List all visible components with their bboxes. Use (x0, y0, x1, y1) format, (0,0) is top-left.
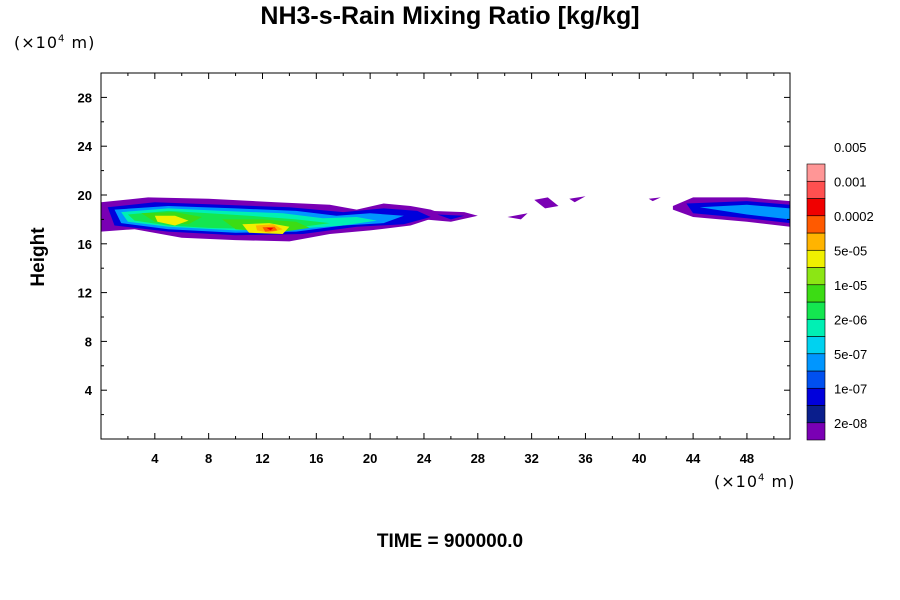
x-tick-label: 20 (363, 451, 377, 466)
colorbar-swatch-8 (806, 284, 826, 303)
contour-level-0-region-5 (648, 197, 661, 202)
y-axis-unit: (×104 m) (14, 33, 95, 52)
x-unit-suffix: m) (765, 472, 796, 491)
colorbar-swatch-3 (806, 370, 826, 389)
colorbar-swatch-0 (806, 422, 826, 441)
colorbar-swatch-7 (806, 301, 826, 320)
x-tick-label: 12 (255, 451, 269, 466)
x-tick-label: 8 (205, 451, 212, 466)
contour-level-4-region-1 (699, 204, 790, 220)
colorbar-swatch-4 (806, 353, 826, 372)
time-label: TIME = 900000.0 (376, 531, 524, 552)
contour-level-0-region-4 (569, 196, 586, 203)
colorbar-label: 5e-07 (834, 347, 867, 362)
x-axis-unit: (×104 m) (714, 472, 795, 491)
colorbar-swatch-11 (806, 232, 826, 251)
contour-level-10-region-0 (154, 215, 189, 226)
colorbar-swatch-13 (806, 198, 826, 217)
x-tick-label: 16 (309, 451, 323, 466)
contour-level-2-region-1 (437, 214, 465, 220)
y-tick-label: 20 (78, 188, 92, 203)
x-unit-prefix: (×10 (714, 472, 759, 491)
y-tick-label: 12 (78, 286, 92, 301)
x-unit-exponent: 4 (758, 472, 766, 484)
colorbar-swatch-10 (806, 249, 826, 268)
y-unit-suffix: m) (65, 33, 96, 52)
y-tick-label: 28 (78, 90, 92, 105)
y-tick-label: 16 (78, 237, 92, 252)
x-tick-label: 44 (686, 451, 701, 466)
colorbar: 2e-08 1e-07 5e-07 2e-06 1e-05 5e-05 0.0002 0.00… (806, 140, 874, 441)
colorbar-swatch-5 (806, 336, 826, 355)
colorbar-label: 0.0002 (834, 209, 874, 224)
x-tick-label: 4 (151, 451, 159, 466)
y-tick-label: 4 (85, 383, 93, 398)
colorbar-swatch-14 (806, 180, 826, 199)
y-unit-prefix: (×10 (14, 33, 59, 52)
colorbar-swatch-15 (806, 163, 826, 182)
contour-level-0-region-2 (507, 213, 528, 220)
contour-level-0-region-3 (534, 197, 559, 209)
y-unit-exponent: 4 (58, 33, 66, 45)
x-tick-label: 36 (578, 451, 592, 466)
chart-title: NH3-s-Rain Mixing Ratio [kg/kg] (260, 2, 640, 30)
plot-frame (100, 72, 791, 440)
colorbar-label: 0.005 (834, 140, 867, 155)
x-tick-label: 32 (524, 451, 538, 466)
contour-level-13-region-0 (266, 227, 274, 231)
y-tick-label: 8 (85, 334, 92, 349)
colorbar-label: 2e-06 (834, 312, 867, 327)
x-tick-label: 28 (471, 451, 485, 466)
x-tick-label: 40 (632, 451, 646, 466)
x-tick-label: 48 (740, 451, 754, 466)
colorbar-label: 5e-05 (834, 243, 867, 258)
colorbar-swatch-1 (806, 405, 826, 424)
colorbar-label: 2e-08 (834, 416, 867, 431)
x-tick-label: 24 (417, 451, 432, 466)
colorbar-swatch-12 (806, 215, 826, 234)
colorbar-swatch-9 (806, 267, 826, 286)
colorbar-label: 1e-07 (834, 381, 867, 396)
contour-field (101, 196, 790, 242)
y-tick-label: 24 (78, 139, 93, 154)
colorbar-swatch-6 (806, 318, 826, 337)
colorbar-label: 1e-05 (834, 278, 867, 293)
colorbar-swatch-2 (806, 387, 826, 406)
colorbar-label: 0.001 (834, 174, 867, 189)
